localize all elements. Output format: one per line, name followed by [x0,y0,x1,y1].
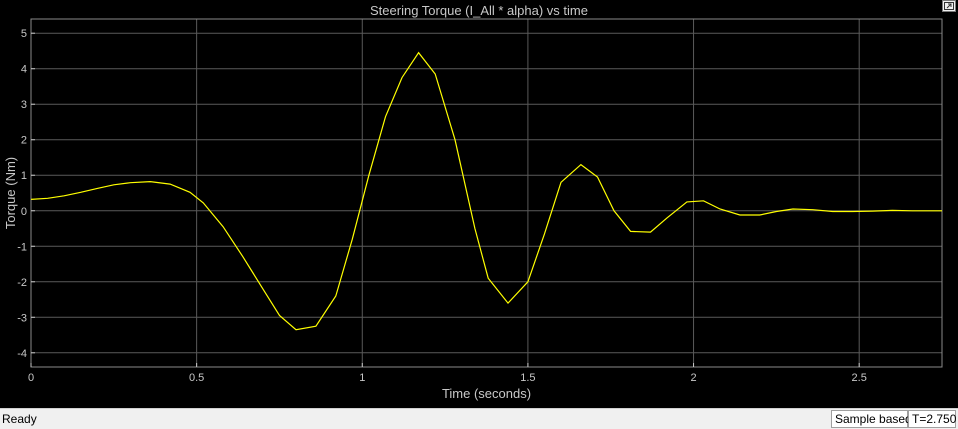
plot-title: Steering Torque (I_All * alpha) vs time [370,3,588,18]
x-tick-label: 1.5 [520,372,535,384]
undock-icon [944,2,954,10]
y-tick-label: 3 [21,99,27,111]
x-tick-label: 2.5 [852,372,867,384]
y-tick-label: -3 [17,312,27,324]
x-tick-label: 0 [28,372,34,384]
torque-chart: 0 0.5 1 1.5 2 2.5 -4 -3 -2 -1 0 1 2 3 4 5 Time (seconds… [3,18,943,401]
y-tick-label: 4 [21,64,27,76]
y-tick-label: -4 [17,348,27,360]
y-axis-label: Torque (Nm) [3,157,18,229]
series-line-torque [30,51,942,331]
scope-figure: 0 0.5 1 1.5 2 2.5 -4 -3 -2 -1 0 1 2 3 4 5 Time (seconds… [3,0,956,401]
x-tick-label: 1 [359,372,365,384]
x-tick-label: 0.5 [189,372,204,384]
status-bar: Ready Sample based T=2.750 [0,408,958,429]
y-tick-label: 0 [21,206,27,218]
x-axis-label: Time (seconds) [442,386,531,401]
y-tick-label: -2 [17,277,27,289]
y-tick-label: 5 [21,28,27,40]
status-ready-text: Ready [2,412,37,426]
sample-mode-indicator: Sample based [831,410,912,428]
simulation-time-indicator: T=2.750 [908,410,956,428]
undock-button[interactable] [942,0,956,12]
plot-frame [30,18,943,368]
y-tick-label: 1 [21,170,27,182]
y-tick-label: -1 [17,241,27,253]
y-tick-label: 2 [21,135,27,147]
x-tick-label: 2 [690,372,696,384]
